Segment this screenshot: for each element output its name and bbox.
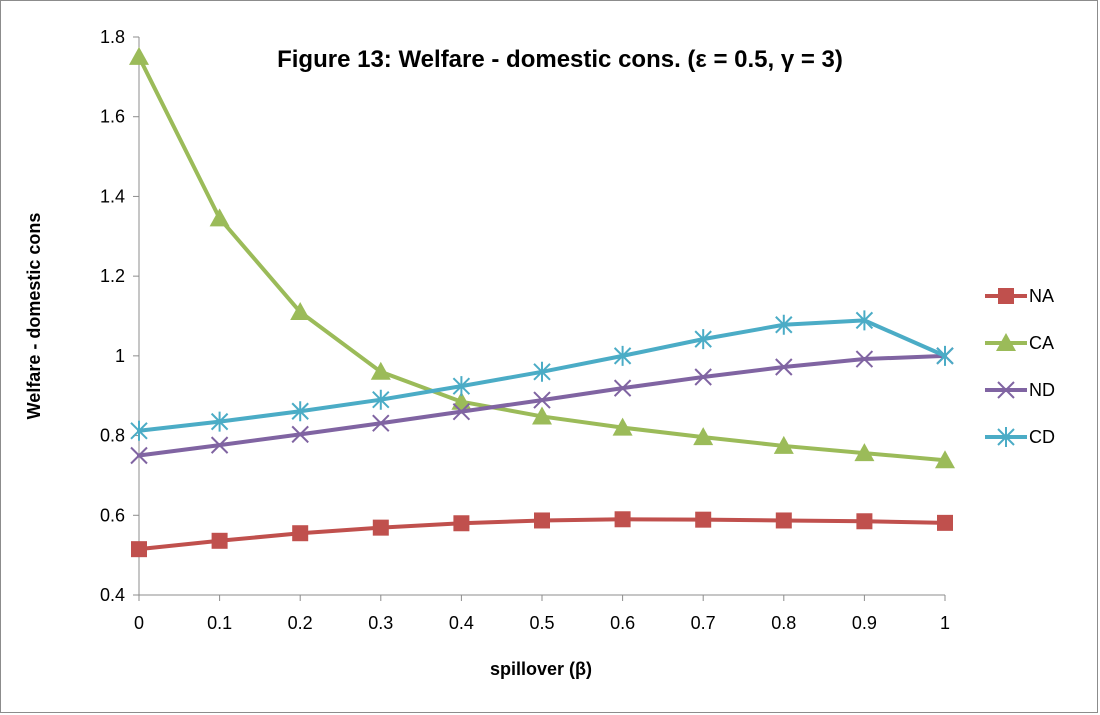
legend-label-ca: CA (1029, 333, 1054, 353)
data-point-na (292, 525, 309, 542)
series-ca (129, 46, 955, 469)
x-tick-label: 0.1 (207, 613, 232, 633)
data-point-nd (775, 358, 793, 376)
data-point-na (211, 532, 228, 549)
data-point-cd (291, 401, 309, 422)
x-tick-label: 0.6 (610, 613, 635, 633)
series-na (131, 511, 953, 558)
y-tick-label: 1.8 (100, 27, 125, 47)
x-ticks: 0 0.1 0.2 0.3 0.4 0.5 0.6 0.7 0.8 0.9 1 (134, 595, 950, 633)
y-tick-label: 1 (115, 346, 125, 366)
y-tick-label: 1.2 (100, 266, 125, 286)
x-tick-label: 0 (134, 613, 144, 633)
data-point-na (372, 519, 389, 536)
series-cd (130, 310, 954, 441)
data-point-nd (855, 350, 874, 368)
data-point-na (775, 512, 792, 529)
data-point-na (937, 514, 953, 531)
data-point-nd (291, 425, 309, 444)
series-layer (129, 46, 955, 558)
data-point-cd (210, 411, 229, 432)
data-point-cd (613, 345, 632, 366)
data-point-na (534, 512, 550, 529)
data-point-cd (775, 314, 793, 335)
data-point-cd (130, 420, 148, 441)
data-point-na (131, 541, 147, 558)
data-point-na (614, 511, 631, 528)
data-point-ca (129, 46, 149, 65)
x-tick-label: 0.5 (529, 613, 554, 633)
y-axis-title: Welfare - domestic cons (24, 213, 44, 420)
x-tick-label: 0.8 (771, 613, 796, 633)
legend: NA CA ND CD (985, 286, 1055, 447)
x-tick-label: 0.2 (288, 613, 313, 633)
y-tick-label: 1.6 (100, 107, 125, 127)
data-point-ca (773, 435, 794, 454)
data-point-ca (532, 406, 552, 425)
y-tick-label: 1.4 (100, 186, 125, 206)
y-ticks: 0.4 0.6 0.8 1 1.2 1.4 1.6 1.8 (100, 27, 139, 605)
legend-item-na: NA (985, 286, 1054, 306)
data-point-cd (936, 345, 954, 366)
x-axis-title: spillover (β) (490, 659, 592, 679)
data-point-na (856, 513, 873, 530)
data-point-ca (290, 302, 311, 321)
y-tick-label: 0.6 (100, 505, 125, 525)
legend-marker-na (998, 288, 1014, 304)
legend-label-cd: CD (1029, 427, 1055, 447)
x-tick-label: 0.9 (852, 613, 877, 633)
x-tick-label: 0.3 (368, 613, 393, 633)
data-point-ca (370, 361, 391, 380)
data-point-nd (694, 368, 712, 386)
x-tick-label: 0.4 (449, 613, 474, 633)
legend-item-nd: ND (985, 380, 1055, 400)
data-point-ca (451, 391, 472, 410)
data-point-ca (854, 443, 875, 462)
legend-marker-nd (997, 381, 1015, 399)
data-point-na (695, 511, 712, 528)
data-point-ca (612, 417, 633, 436)
data-point-cd (372, 389, 390, 410)
data-point-nd (372, 414, 390, 432)
data-point-ca (209, 208, 230, 227)
legend-marker-ca (996, 333, 1016, 351)
data-point-cd (452, 376, 471, 397)
data-point-nd (210, 436, 229, 454)
data-point-cd (533, 361, 551, 382)
legend-label-na: NA (1029, 286, 1054, 306)
series-nd (130, 347, 954, 465)
data-point-na (453, 515, 470, 532)
data-point-ca (935, 450, 955, 469)
data-point-nd (613, 379, 632, 397)
data-point-nd (130, 446, 148, 465)
data-point-nd (533, 391, 551, 409)
y-tick-label: 0.4 (100, 585, 125, 605)
data-point-cd (855, 310, 874, 331)
legend-item-cd: CD (985, 427, 1055, 447)
data-point-cd (694, 329, 712, 350)
axes (138, 37, 945, 596)
legend-marker-cd (997, 427, 1015, 447)
data-point-nd (452, 402, 471, 421)
legend-item-ca: CA (985, 333, 1054, 353)
chart-title: Figure 13: Welfare - domestic cons. (ε =… (277, 46, 843, 73)
legend-label-nd: ND (1029, 380, 1055, 400)
x-tick-label: 0.7 (691, 613, 716, 633)
x-tick-label: 1 (940, 613, 950, 633)
data-point-ca (693, 427, 714, 446)
y-tick-label: 0.8 (100, 426, 125, 446)
